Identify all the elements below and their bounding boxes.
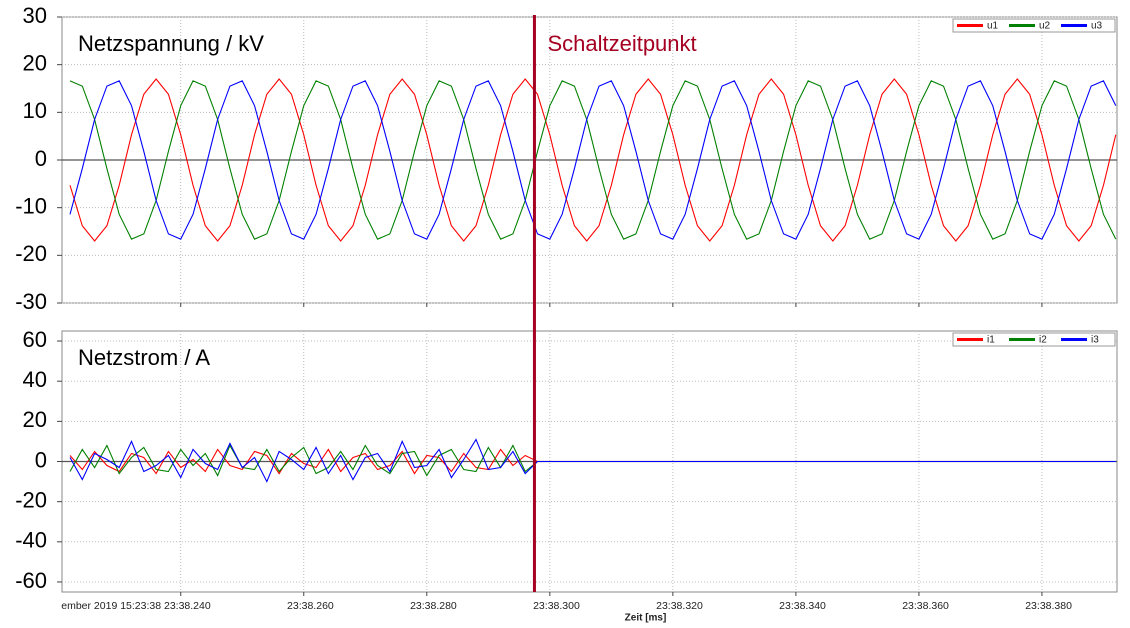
series-line [69, 80, 1117, 240]
x-tick-label: 23:38.300 [533, 600, 580, 612]
x-axis-label: Zeit [ms] [625, 613, 667, 624]
annotation: Netzspannung / kV [78, 31, 264, 56]
legend-label: u2 [1039, 21, 1051, 32]
switch-label: Schaltzeitpunkt [547, 31, 696, 56]
legend-label: i2 [1039, 335, 1047, 346]
x-tick-label: ember 2019 15:23:38 23:38.240 [61, 600, 211, 612]
y-tick-label: -60 [15, 568, 47, 593]
y-tick-label: 0 [35, 447, 47, 472]
x-tick-label: 23:38.380 [1025, 600, 1072, 612]
y-tick-label: 60 [23, 327, 47, 352]
y-tick-label: 30 [23, 3, 47, 28]
y-tick-label: -30 [15, 289, 47, 314]
legend-label: u3 [1091, 21, 1103, 32]
legend-label: i3 [1091, 335, 1099, 346]
y-tick-label: -20 [15, 241, 47, 266]
y-tick-label: 40 [23, 367, 47, 392]
y-tick-label: -40 [15, 528, 47, 553]
y-tick-label: 20 [23, 407, 47, 432]
y-tick-label: 20 [23, 50, 47, 75]
y-tick-label: 10 [23, 98, 47, 123]
series-line [69, 80, 1117, 240]
series-line [69, 438, 1116, 483]
x-tick-label: 23:38.320 [656, 600, 703, 612]
x-tick-label: 23:38.280 [410, 600, 457, 612]
legend-label: u1 [987, 21, 999, 32]
x-tick-label: 23:38.260 [287, 600, 334, 612]
legend-label: i1 [987, 335, 995, 346]
y-tick-label: -10 [15, 193, 47, 218]
x-tick-label: 23:38.340 [779, 600, 826, 612]
y-tick-label: -20 [15, 487, 47, 512]
annotation: Netzstrom / A [78, 345, 210, 370]
x-tick-label: 23:38.360 [902, 600, 949, 612]
series-line [69, 78, 1117, 242]
y-tick-label: 0 [35, 146, 47, 171]
